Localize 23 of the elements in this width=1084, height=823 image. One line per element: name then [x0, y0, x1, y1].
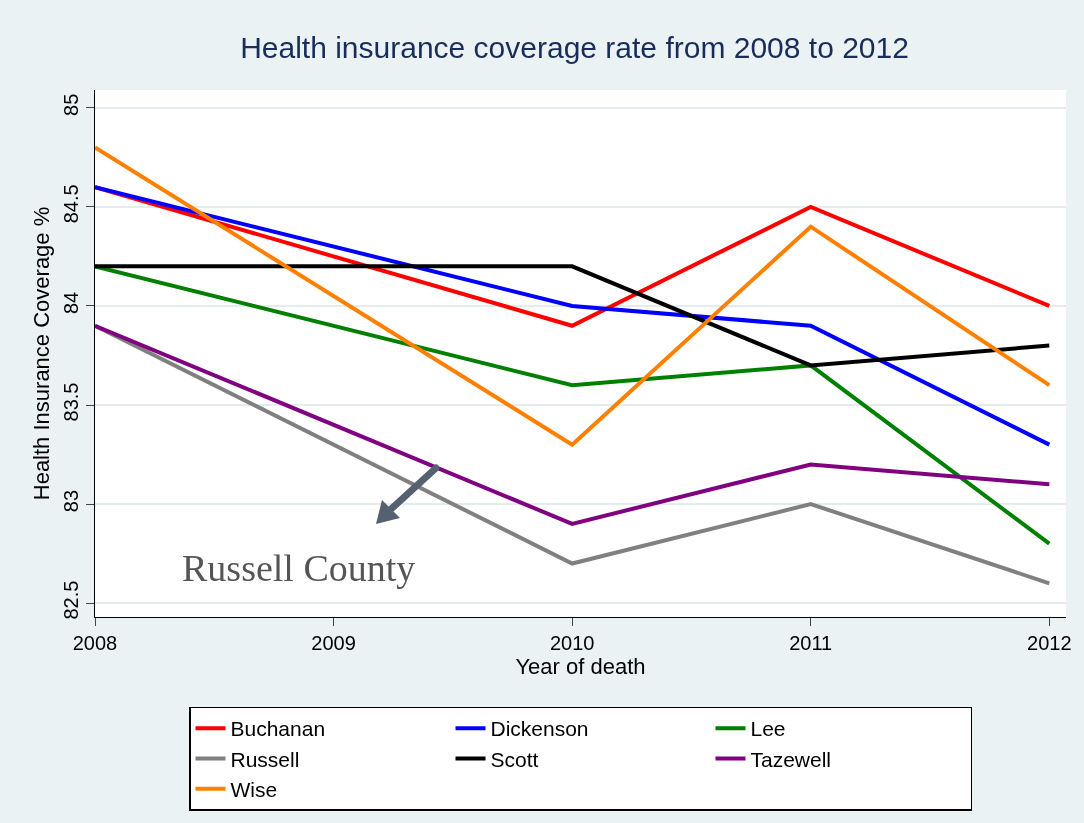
y-axis-title: Health Insurance Coverage % — [28, 206, 54, 501]
x-tick-label: 2009 — [311, 632, 356, 654]
y-tick-label: 84 — [60, 291, 82, 315]
chart-title: Health insurance coverage rate from 2008 to 2012 — [240, 31, 909, 65]
x-tick-label: 2011 — [789, 632, 833, 654]
x-tick-label: 2010 — [549, 632, 595, 654]
y-tick-label: 82.5 — [60, 580, 82, 620]
annotation: Russell County — [182, 547, 416, 589]
y-tick-label: 85 — [60, 93, 82, 116]
legend-label: Buchanan — [230, 717, 326, 741]
y-tick-label: 83.5 — [60, 382, 82, 422]
legend-label: Lee — [750, 717, 786, 741]
y-tick-label: 83 — [60, 489, 82, 513]
y-tick-label: 84.5 — [60, 184, 82, 224]
line-series — [95, 323, 1052, 526]
legend-label: Tazewell — [750, 747, 832, 771]
legend-label: Scott — [490, 747, 539, 771]
x-axis-title: Year of death — [515, 654, 646, 679]
x-tick-label: 2008 — [72, 632, 118, 654]
x-tick-label: 2012 — [1027, 632, 1072, 654]
legend-label: Russell — [230, 747, 300, 771]
legend-label: Wise — [230, 778, 278, 802]
legend-label: Dickenson — [490, 717, 589, 741]
